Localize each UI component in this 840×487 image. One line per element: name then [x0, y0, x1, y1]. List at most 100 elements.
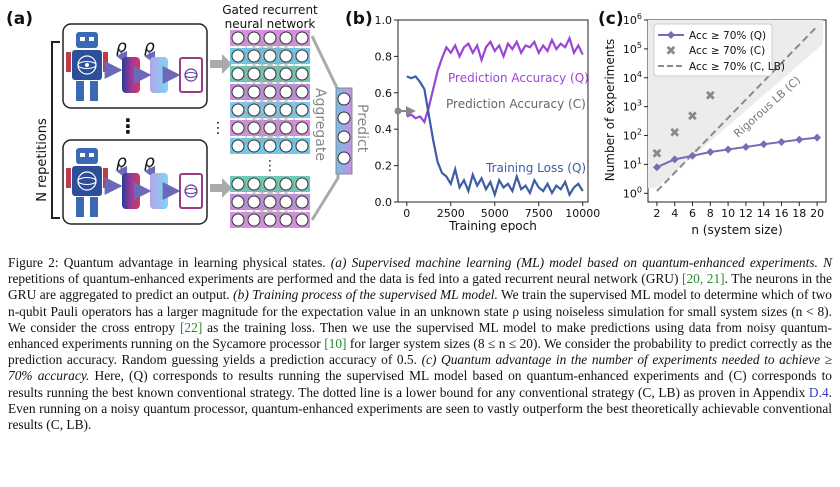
b-xtick-label: 2500 — [437, 207, 465, 220]
n-repetitions-label: N repetitions — [35, 118, 50, 202]
panel-c: (c) 2 4 6 8 10 12 14 16 18 20 100 101 102 103 104 105 10… — [598, 9, 827, 237]
caption-b-title: (b) Training process of the supervised M… — [233, 287, 498, 303]
gru-neuron — [295, 85, 309, 99]
gru-vertical-dots: ⋮ — [263, 158, 277, 174]
c-ytick-label: 103 — [623, 99, 642, 114]
q-diamond-marker — [795, 135, 804, 144]
c-cross-marker: ✖ — [705, 89, 716, 104]
q-diamond-marker — [777, 137, 786, 146]
arrow-to-gru-bottom — [210, 178, 232, 198]
gru-neuron — [295, 49, 309, 63]
gru-neuron — [295, 177, 309, 191]
gru-neuron — [279, 213, 293, 227]
gru-neuron — [263, 195, 277, 209]
citation-link[interactable]: [10] — [324, 336, 347, 352]
legend-q: Acc ≥ 70% (Q) — [689, 30, 766, 42]
rho-symbol-1: ρ — [116, 37, 127, 57]
b-ytick-label: 0.0 — [375, 196, 393, 209]
predict-label: Predict — [354, 104, 370, 153]
panel-b: (b) 0 2500 5000 7500 10000 0.0 0.2 0.4 0.6 0.8 1.0… — [345, 9, 600, 233]
c-ytick-label: 100 — [623, 185, 642, 200]
gru-title-line2: neural network — [225, 17, 316, 31]
caption-a-text-2: . The neurons in the GRU are aggregated … — [8, 271, 832, 303]
gru-neuron — [231, 213, 245, 227]
gru-neuron — [279, 49, 293, 63]
q-diamond-marker — [652, 163, 661, 172]
horizontal-dots: ⋯ — [209, 120, 228, 136]
gru-neuron — [231, 195, 245, 209]
panel-c-legend: Acc ≥ 70% (Q) ✖ Acc ≥ 70% (C) Acc ≥ 70% … — [653, 23, 785, 77]
gru-neuron — [295, 31, 309, 45]
gru-neuron — [231, 85, 245, 99]
panel-b-label: (b) — [345, 9, 373, 29]
c-xtick-label: 6 — [689, 207, 696, 220]
gru-neuron — [295, 67, 309, 81]
gru-neuron — [295, 195, 309, 209]
gru-neuron — [247, 31, 261, 45]
gru-neuron — [247, 139, 261, 153]
gru-neuron — [247, 195, 261, 209]
c-xtick-label: 16 — [775, 207, 789, 220]
label-loss-q: Training Loss (Q) — [485, 161, 586, 175]
c-xtick-label: 4 — [671, 207, 678, 220]
q-diamond-marker — [670, 155, 679, 164]
c-xtick-label: 14 — [757, 207, 771, 220]
rho-symbol-3: ρ — [116, 152, 127, 172]
legend-c: Acc ≥ 70% (C) — [689, 45, 765, 57]
panel-c-label: (c) — [598, 9, 624, 29]
training-loss-q-line — [406, 75, 584, 199]
caption-a-text: repetitions of quantum-enhanced experime… — [8, 271, 682, 287]
gru-neuron — [263, 31, 277, 45]
c-xtick-label: 2 — [653, 207, 660, 220]
gru-neuron — [295, 213, 309, 227]
rho-symbol-4: ρ — [144, 152, 155, 172]
gru-neuron — [279, 121, 293, 135]
q-diamond-marker — [688, 151, 697, 160]
b-xtick-label: 7500 — [525, 207, 553, 220]
c-ytick-label: 105 — [623, 41, 642, 56]
c-ytick-label: 106 — [623, 12, 642, 27]
accuracy-q-line — [406, 35, 584, 125]
gru-neuron — [263, 121, 277, 135]
gru-neuron — [263, 85, 277, 99]
c-ytick-label: 101 — [623, 156, 642, 171]
rho-symbol-2: ρ — [144, 37, 155, 57]
panel-a-label: (a) — [6, 9, 33, 29]
c-xtick-label: 20 — [810, 207, 824, 220]
quantum-channel-1 — [122, 57, 140, 93]
q-diamond-marker — [813, 133, 822, 142]
gru-neuron — [263, 67, 277, 81]
gru-neuron — [263, 139, 277, 153]
b-xtick-label: 10000 — [565, 207, 600, 220]
c-cross-marker: ✖ — [669, 126, 680, 141]
gru-neuron — [279, 103, 293, 117]
gru-neuron — [231, 103, 245, 117]
gru-neuron — [247, 121, 261, 135]
gru-neuron — [247, 103, 261, 117]
accuracy-c-point — [394, 107, 402, 115]
legend-lb: Acc ≥ 70% (C, LB) — [689, 61, 785, 73]
b-xtick-label: 5000 — [481, 207, 509, 220]
c-cross-marker: ✖ — [687, 109, 698, 124]
gru-neuron — [231, 67, 245, 81]
label-acc-q: Prediction Accuracy (Q) — [448, 71, 589, 85]
c-ytick-label: 102 — [623, 128, 642, 143]
caption-title: Figure 2: Quantum advantage in learning … — [8, 255, 331, 270]
legend-marker-q — [667, 31, 675, 39]
gru-neuron — [247, 67, 261, 81]
panel-b-xlabel: Training epoch — [448, 219, 537, 233]
appendix-link[interactable]: D.4 — [808, 384, 829, 400]
aggregate-column — [335, 87, 353, 175]
c-ytick-label: 104 — [623, 70, 642, 85]
gru-neuron — [231, 49, 245, 63]
citation-link[interactable]: [22] — [179, 319, 203, 335]
c-xtick-label: 10 — [721, 207, 735, 220]
gru-neuron — [247, 177, 261, 191]
caption-c-text: Here, (Q) corresponds to results running… — [8, 368, 833, 400]
citation-link[interactable]: [20, 21] — [682, 271, 725, 287]
b-xtick-label: 0 — [403, 207, 410, 220]
gru-neuron — [263, 213, 277, 227]
repetition-bracket — [51, 41, 60, 219]
gru-neuron — [247, 85, 261, 99]
vertical-dots: ⋮ — [118, 114, 138, 138]
